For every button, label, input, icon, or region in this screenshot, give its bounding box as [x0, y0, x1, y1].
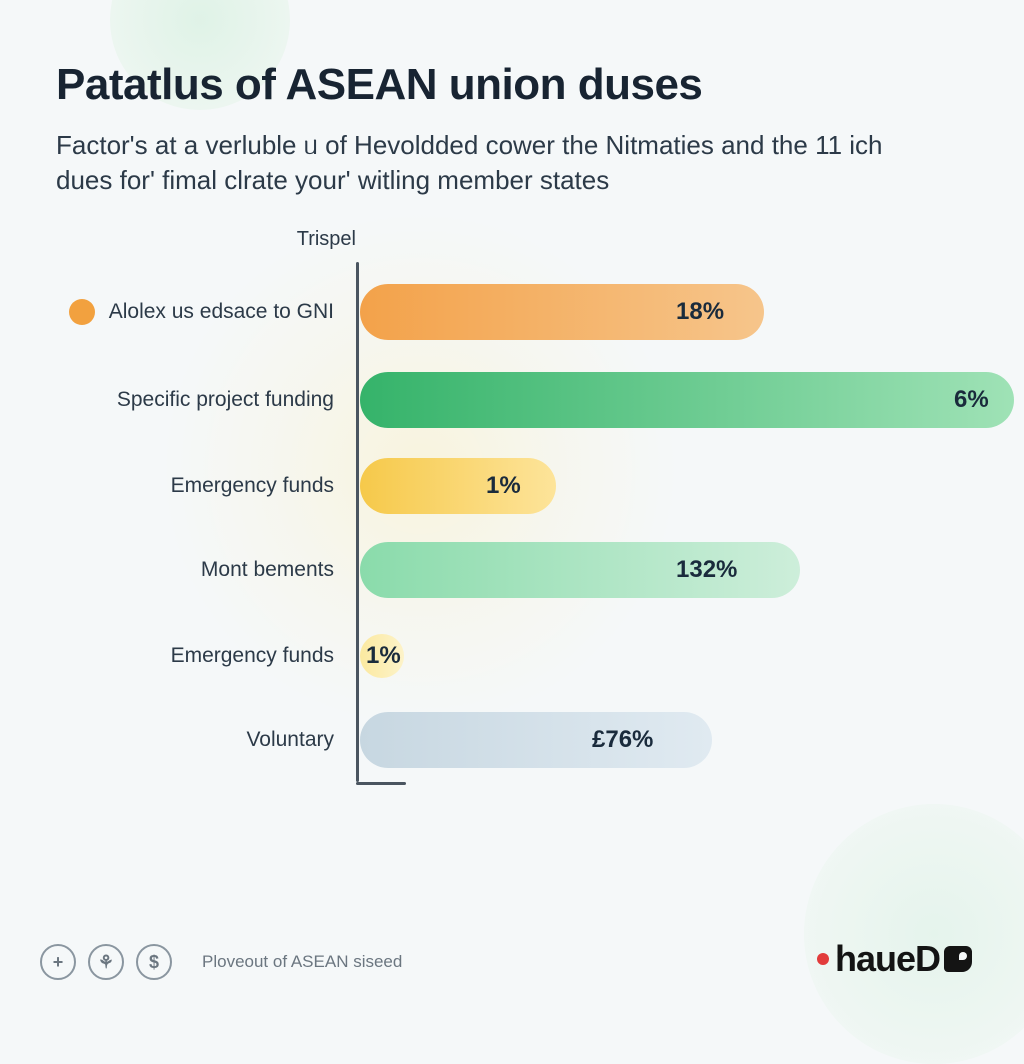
row-label: Emergency funds — [171, 474, 334, 498]
bar-value: 6% — [954, 386, 989, 414]
footer-caption: Ploveout of ASEAN siseed — [202, 952, 402, 972]
bar-area: 18% — [356, 284, 968, 340]
legend-bullet-icon — [69, 299, 95, 325]
row-label-area: Voluntary — [56, 728, 356, 752]
x-axis-tick — [356, 782, 406, 785]
brand-text: haueD — [835, 938, 940, 980]
row-label: Alolex us edsace to GNI — [109, 300, 334, 324]
chart-row: Voluntary £76% — [56, 712, 968, 768]
axis-label: Trispel — [297, 228, 356, 251]
bar-area: 1% — [356, 458, 968, 514]
content-area: Patatlus of ASEAN union duses Factor's a… — [0, 0, 1024, 822]
plus-icon[interactable]: + — [40, 944, 76, 980]
bar-area: 132% — [356, 542, 968, 598]
chart-row: Specific project funding 6% — [56, 372, 968, 428]
bar-value: 1% — [486, 472, 521, 500]
y-axis — [356, 262, 359, 782]
bar-chart: Trispel Alolex us edsace to GNI18%Specif… — [56, 262, 968, 822]
row-label: Specific project funding — [117, 388, 334, 412]
row-label-area: Emergency funds — [56, 474, 356, 498]
bar-value: 132% — [676, 556, 737, 584]
chart-row: Emergency funds 1% — [56, 458, 968, 514]
bar-value: 18% — [676, 298, 724, 326]
row-label: Mont bements — [201, 558, 334, 582]
dollar-icon[interactable]: $ — [136, 944, 172, 980]
row-label: Emergency funds — [171, 644, 334, 668]
chart-row: Mont bements 132% — [56, 542, 968, 598]
row-label: Voluntary — [246, 728, 334, 752]
row-label-area: Specific project funding — [56, 388, 356, 412]
decor-circle-bottom-right — [804, 804, 1024, 1064]
plant-icon[interactable]: ⚘ — [88, 944, 124, 980]
bar-area: 1% — [356, 628, 968, 684]
page-title: Patatlus of ASEAN union duses — [56, 60, 968, 110]
bar — [360, 458, 556, 514]
chart-row: Emergency funds 1% — [56, 628, 968, 684]
chart-row: Alolex us edsace to GNI 18% — [56, 284, 968, 340]
bar-value: 1% — [366, 642, 401, 670]
bar-area: 6% — [356, 372, 968, 428]
bar-value: £76% — [592, 726, 653, 754]
bar — [360, 372, 1014, 428]
brand-logo: haueD — [817, 938, 972, 980]
brand-blob-icon — [944, 946, 972, 972]
bar-area: £76% — [356, 712, 968, 768]
row-label-area: Emergency funds — [56, 644, 356, 668]
row-label-area: Alolex us edsace to GNI — [56, 299, 356, 325]
page-subtitle: Factor's at a verluble ᥙ of Hevoldded co… — [56, 128, 936, 198]
brand-dot-icon — [817, 953, 829, 965]
footer-left: + ⚘ $ Ploveout of ASEAN siseed — [40, 944, 402, 980]
bar — [360, 712, 712, 768]
row-label-area: Mont bements — [56, 558, 356, 582]
